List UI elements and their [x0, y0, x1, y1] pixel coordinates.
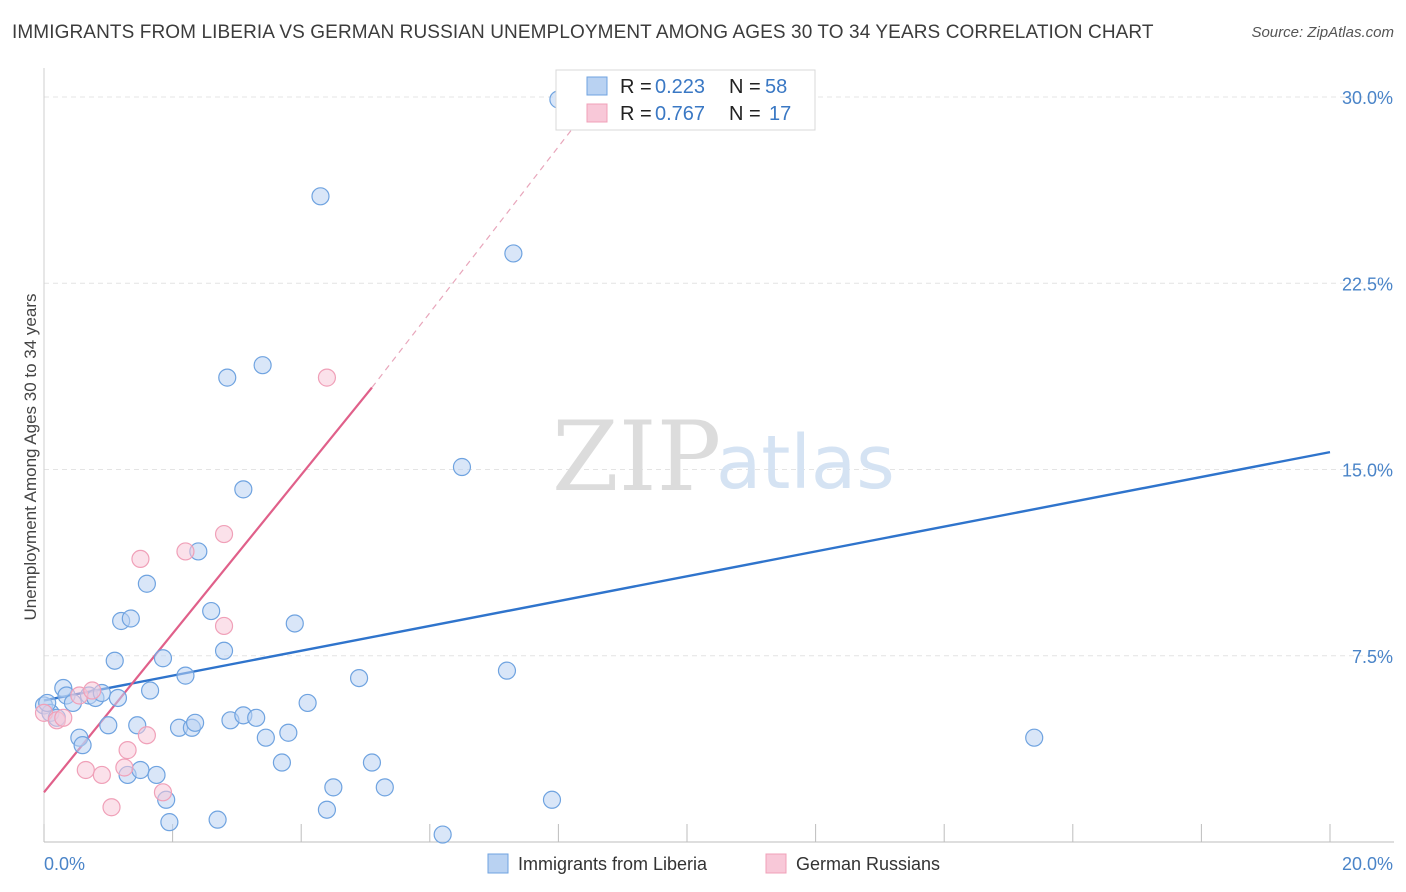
point-german-russians-9: [118, 741, 137, 760]
point-liberia-36: [247, 708, 266, 727]
point-german-russians-8: [115, 758, 134, 777]
point-liberia-51: [497, 661, 517, 680]
legend-swatch-liberia: [586, 76, 608, 96]
legend-r-label-liberia: R =: [620, 76, 652, 98]
trend-lines: [43, 121, 1331, 794]
tick-labels: 7.5% 15.0% 22.5% 30.0% 0.0% 20.0%: [44, 88, 1393, 874]
point-liberia-21: [153, 649, 173, 668]
point-liberia-44: [317, 800, 337, 819]
point-liberia-38: [256, 728, 275, 747]
point-german-russians-4: [76, 760, 95, 780]
point-liberia-30: [208, 810, 227, 829]
point-liberia-45: [324, 778, 343, 797]
bottom-legend-label-german-russians: German Russians: [796, 854, 940, 874]
chart-title: IMMIGRANTS FROM LIBERIA VS GERMAN RUSSIA…: [12, 22, 1154, 43]
point-liberia-7: [73, 736, 92, 755]
y-tick-label-2: 22.5%: [1342, 274, 1393, 294]
point-liberia-42: [298, 693, 317, 713]
y-tick-label-0: 7.5%: [1352, 647, 1393, 667]
trend-line-liberia: [43, 450, 1331, 702]
point-liberia-35: [234, 480, 253, 499]
bottom-legend-swatch-german-russians: [765, 853, 787, 874]
point-liberia-18: [137, 574, 156, 593]
legend-n-label-german-russians: N =: [729, 103, 761, 125]
point-liberia-53: [542, 790, 562, 809]
point-liberia-27: [186, 713, 205, 732]
point-liberia-46: [349, 668, 369, 688]
legend-r-value-liberia: 0.223: [655, 76, 705, 98]
watermark-zip: ZIP: [552, 401, 721, 513]
x-tick-label-0: 0.0%: [44, 854, 85, 874]
point-liberia-40: [279, 723, 298, 742]
stats-legend: R = 0.223 N = 58 R = 0.767 N = 17: [555, 69, 816, 131]
legend-n-label-liberia: N =: [729, 76, 761, 98]
point-liberia-37: [253, 356, 272, 375]
point-liberia-43: [311, 187, 330, 206]
bottom-legend-label-liberia: Immigrants from Liberia: [518, 854, 708, 874]
point-german-russians-16: [317, 368, 337, 387]
point-german-russians-2: [54, 708, 73, 727]
x-tick-label-1: 20.0%: [1342, 854, 1393, 874]
legend-n-value-german-russians: 17: [769, 103, 791, 125]
point-liberia-19: [140, 681, 160, 700]
legend-swatch-german-russians: [586, 103, 608, 123]
point-german-russians-7: [102, 798, 121, 817]
point-german-russians-10: [131, 549, 150, 569]
point-liberia-23: [160, 813, 179, 832]
point-german-russians-13: [176, 542, 195, 561]
point-liberia-57: [108, 688, 128, 708]
legend-r-label-german-russians: R =: [620, 103, 652, 125]
legend-n-value-liberia: 58: [765, 76, 787, 98]
point-german-russians-6: [92, 765, 111, 785]
point-german-russians-11: [137, 726, 156, 745]
point-liberia-52: [504, 244, 523, 263]
legend-r-value-german-russians: 0.767: [655, 103, 705, 125]
trend-line-german-russians: [43, 386, 373, 794]
y-tick-label-3: 30.0%: [1342, 88, 1393, 108]
point-liberia-25: [176, 666, 195, 685]
point-liberia-11: [99, 716, 118, 735]
watermark-atlas: atlas: [716, 420, 895, 506]
point-liberia-47: [362, 753, 382, 772]
y-axis-label: Unemployment Among Ages 30 to 34 years: [21, 294, 40, 621]
point-german-russians-12: [153, 783, 173, 802]
bottom-legend-swatch-liberia: [487, 853, 509, 874]
point-liberia-20: [147, 765, 166, 785]
point-german-russians-5: [83, 681, 102, 700]
point-liberia-17: [131, 760, 150, 780]
point-liberia-15: [121, 609, 140, 628]
data-points: [34, 90, 1044, 844]
bottom-legend: Immigrants from Liberia German Russians: [487, 853, 940, 874]
source-label: Source: ZipAtlas.com: [1251, 24, 1394, 41]
point-german-russians-14: [214, 616, 234, 636]
point-liberia-49: [433, 825, 452, 844]
point-german-russians-15: [214, 524, 234, 544]
point-liberia-32: [218, 368, 237, 387]
point-liberia-50: [452, 457, 472, 477]
y-tick-label-1: 15.0%: [1342, 461, 1393, 481]
point-liberia-12: [105, 651, 124, 670]
point-liberia-39: [272, 753, 292, 772]
point-liberia-55: [1025, 728, 1044, 747]
point-liberia-41: [285, 614, 304, 633]
point-liberia-31: [214, 641, 234, 660]
gridlines: [44, 96, 1394, 657]
point-liberia-29: [202, 601, 221, 621]
point-liberia-48: [375, 778, 394, 797]
trend-line-german-russians-extrapolated: [371, 121, 579, 388]
